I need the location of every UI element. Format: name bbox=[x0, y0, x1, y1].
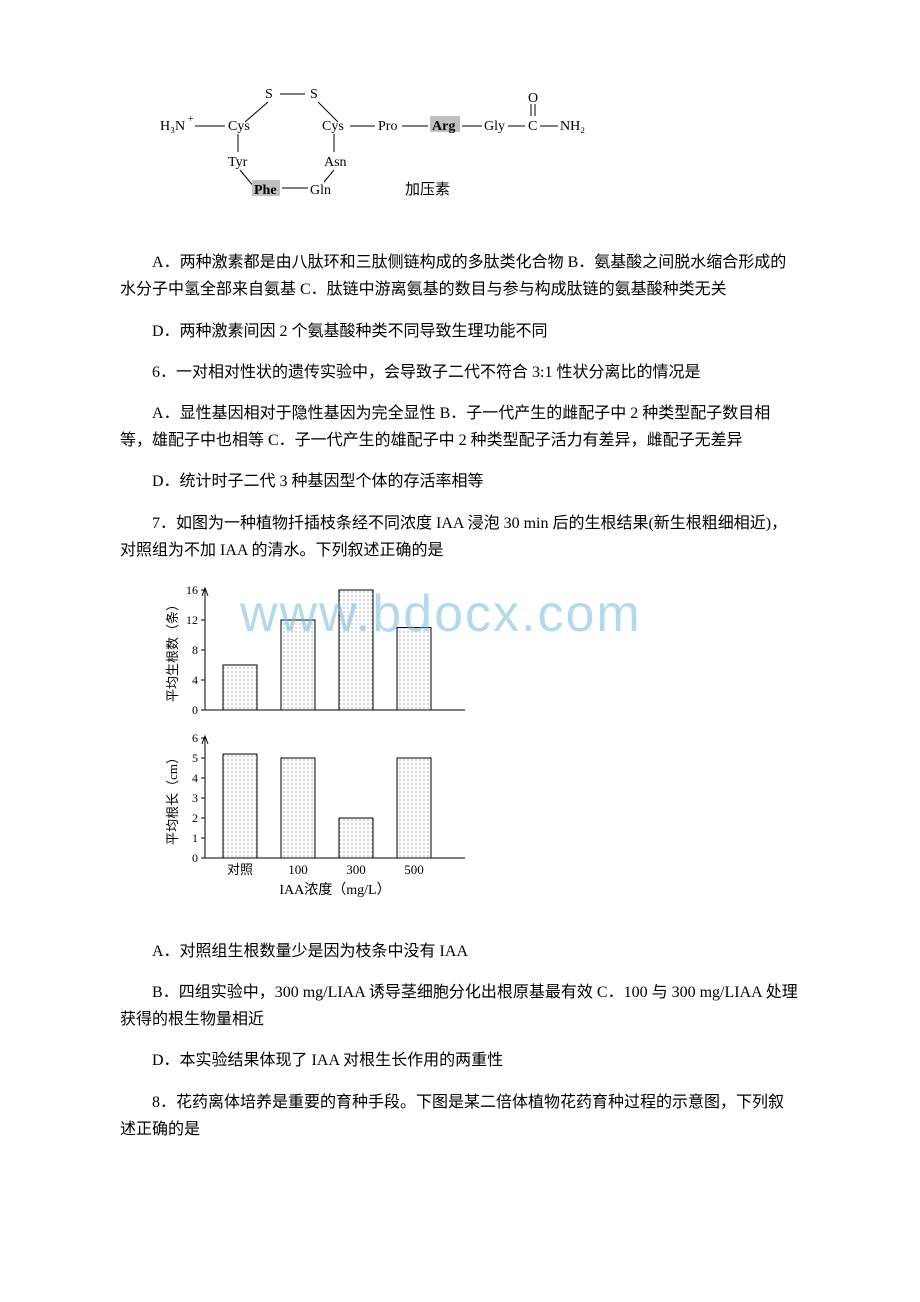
node-phe: Phe bbox=[254, 183, 277, 198]
q5-option-d: D．两种激素间因 2 个氨基酸种类不同导致生理功能不同 bbox=[120, 318, 800, 345]
svg-text:16: 16 bbox=[186, 583, 198, 597]
q7-bc-text: B．四组实验中，300 mg/LIAA 诱导茎细胞分化出根原基最有效 C．100… bbox=[120, 984, 798, 1028]
node-arg: Arg bbox=[432, 119, 455, 134]
svg-text:2: 2 bbox=[192, 811, 198, 825]
q6-options-abc: A．显性基因相对于隐性基因为完全显性 B．子一代产生的雌配子中 2 种类型配子数… bbox=[120, 400, 800, 454]
svg-text:5: 5 bbox=[192, 751, 198, 765]
q8-stem-text: 8．花药离体培养是重要的育种手段。下图是某二倍体植物花药育种过程的示意图，下列叙… bbox=[120, 1094, 784, 1138]
svg-text:3: 3 bbox=[192, 791, 198, 805]
node-cys1: Cys bbox=[228, 119, 250, 134]
node-pro: Pro bbox=[378, 119, 397, 134]
q5-options-abc: A．两种激素都是由八肽环和三肽侧链构成的多肽类化合物 B．氨基酸之间脱水缩合形成… bbox=[120, 249, 800, 303]
q5-abc-text: A．两种激素都是由八肽环和三肽侧链构成的多肽类化合物 B．氨基酸之间脱水缩合形成… bbox=[120, 254, 786, 298]
peptide-diagram: S S H₃N + Cys Cys Pro Arg Gly C O bbox=[150, 80, 770, 229]
svg-text:100: 100 bbox=[288, 862, 308, 877]
svg-text:300: 300 bbox=[346, 862, 366, 877]
q7-options-bc: B．四组实验中，300 mg/LIAA 诱导茎细胞分化出根原基最有效 C．100… bbox=[120, 979, 800, 1033]
q6-abc-text: A．显性基因相对于隐性基因为完全显性 B．子一代产生的雌配子中 2 种类型配子数… bbox=[120, 405, 770, 449]
chart-top-panel: 0 4 8 12 16 平均生根数（条） bbox=[165, 583, 465, 717]
svg-text:0: 0 bbox=[192, 703, 198, 717]
node-s2: S bbox=[310, 87, 318, 102]
q6-stem: 6．一对相对性状的遗传实验中，会导致子二代不符合 3:1 性状分离比的情况是 bbox=[120, 359, 800, 386]
q7-option-a: A．对照组生根数量少是因为枝条中没有 IAA bbox=[120, 938, 800, 965]
chart-svg: 0481216平均生根数（条） 0123456平均根长（cm）对照1003005… bbox=[150, 578, 490, 918]
svg-text:6: 6 bbox=[192, 731, 198, 745]
svg-text:0: 0 bbox=[192, 851, 198, 865]
node-gln: Gln bbox=[310, 183, 331, 198]
node-gly: Gly bbox=[484, 119, 505, 134]
node-asn: Asn bbox=[324, 155, 347, 170]
chart-bottom-panel: 0 1 2 3 4 5 6 平均根长（cm） 对照 100 300 500 bbox=[165, 731, 465, 877]
q6-option-d: D．统计时子二代 3 种基因型个体的存活率相等 bbox=[120, 468, 800, 495]
svg-text:1: 1 bbox=[192, 831, 198, 845]
svg-text:平均生根数（条）: 平均生根数（条） bbox=[165, 598, 180, 702]
node-tyr: Tyr bbox=[228, 155, 248, 170]
node-nh2: NH₂ bbox=[560, 119, 585, 134]
node-h3n: H₃N bbox=[160, 119, 185, 134]
q7-stem: 7．如图为一种植物扦插枝条经不同浓度 IAA 浸泡 30 min 后的生根结果(… bbox=[120, 510, 800, 564]
peptide-label: 加压素 bbox=[405, 181, 450, 198]
svg-text:8: 8 bbox=[192, 643, 198, 657]
q7-option-d: D．本实验结果体现了 IAA 对根生长作用的两重性 bbox=[120, 1047, 800, 1074]
peptide-svg: S S H₃N + Cys Cys Pro Arg Gly C O bbox=[150, 80, 590, 220]
iaa-chart: www.bdocx.com 0481216平均生根数（条） 0123456平均根… bbox=[150, 578, 800, 918]
svg-text:4: 4 bbox=[192, 771, 198, 785]
svg-text:4: 4 bbox=[192, 673, 198, 687]
node-c: C bbox=[528, 119, 537, 134]
svg-text:12: 12 bbox=[186, 613, 198, 627]
q7-stem-text: 7．如图为一种植物扦插枝条经不同浓度 IAA 浸泡 30 min 后的生根结果(… bbox=[120, 515, 787, 559]
node-o: O bbox=[528, 91, 538, 106]
node-s1: S bbox=[265, 87, 273, 102]
q8-stem: 8．花药离体培养是重要的育种手段。下图是某二倍体植物花药育种过程的示意图，下列叙… bbox=[120, 1089, 800, 1143]
chart-xlabel: IAA浓度（mg/L） bbox=[279, 882, 390, 898]
node-cys2: Cys bbox=[322, 119, 344, 134]
svg-text:+: + bbox=[188, 114, 194, 125]
svg-text:500: 500 bbox=[404, 862, 424, 877]
svg-text:对照: 对照 bbox=[227, 862, 253, 877]
svg-text:平均根长（cm）: 平均根长（cm） bbox=[165, 751, 180, 845]
